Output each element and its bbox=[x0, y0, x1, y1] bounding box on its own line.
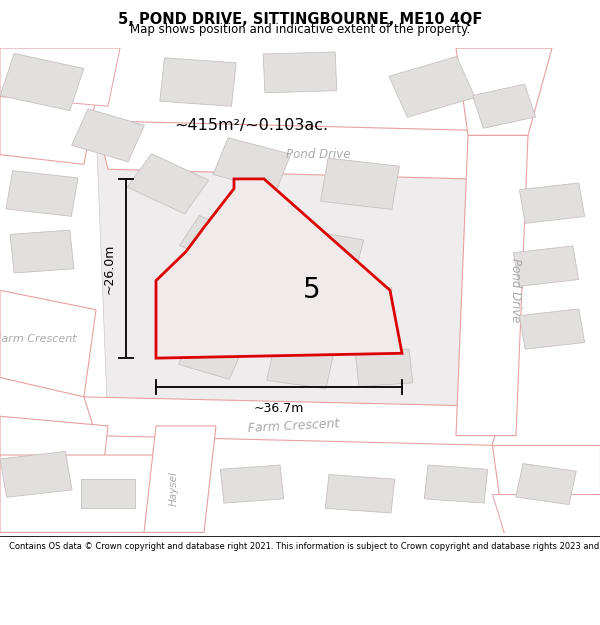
Polygon shape bbox=[71, 109, 145, 162]
Polygon shape bbox=[220, 465, 284, 503]
Polygon shape bbox=[220, 277, 284, 323]
Text: Pond Drive: Pond Drive bbox=[286, 148, 350, 161]
Text: 5, POND DRIVE, SITTINGBOURNE, ME10 4QF: 5, POND DRIVE, SITTINGBOURNE, ME10 4QF bbox=[118, 12, 482, 27]
Polygon shape bbox=[179, 216, 253, 268]
Polygon shape bbox=[84, 397, 504, 445]
Polygon shape bbox=[263, 52, 337, 92]
Polygon shape bbox=[127, 154, 209, 214]
Polygon shape bbox=[325, 474, 395, 513]
Polygon shape bbox=[328, 283, 392, 326]
Polygon shape bbox=[296, 230, 364, 273]
Polygon shape bbox=[0, 416, 108, 532]
Polygon shape bbox=[156, 179, 402, 358]
Text: ~415m²/~0.103ac.: ~415m²/~0.103ac. bbox=[174, 118, 328, 133]
Polygon shape bbox=[424, 465, 488, 503]
Polygon shape bbox=[213, 138, 291, 191]
Text: Farm Crescent: Farm Crescent bbox=[248, 417, 340, 435]
Polygon shape bbox=[81, 479, 135, 508]
Polygon shape bbox=[355, 349, 413, 387]
Polygon shape bbox=[389, 56, 475, 118]
Text: Map shows position and indicative extent of the property.: Map shows position and indicative extent… bbox=[130, 23, 470, 36]
Text: ~26.0m: ~26.0m bbox=[102, 243, 115, 294]
Polygon shape bbox=[267, 347, 333, 389]
Text: Farm Crescent: Farm Crescent bbox=[0, 334, 77, 344]
Polygon shape bbox=[456, 48, 552, 135]
Text: Haysel: Haysel bbox=[169, 471, 179, 506]
Polygon shape bbox=[520, 183, 584, 223]
Polygon shape bbox=[178, 337, 242, 379]
Polygon shape bbox=[0, 48, 120, 106]
Polygon shape bbox=[0, 290, 96, 397]
Polygon shape bbox=[96, 126, 492, 436]
Polygon shape bbox=[144, 426, 216, 532]
Polygon shape bbox=[516, 464, 576, 504]
Text: 5: 5 bbox=[303, 276, 321, 304]
Polygon shape bbox=[0, 87, 96, 164]
Polygon shape bbox=[10, 230, 74, 273]
Text: ~36.7m: ~36.7m bbox=[254, 402, 304, 415]
Text: Pond Drive: Pond Drive bbox=[509, 258, 523, 322]
Polygon shape bbox=[6, 171, 78, 216]
Polygon shape bbox=[320, 158, 400, 209]
Polygon shape bbox=[492, 445, 600, 532]
Polygon shape bbox=[492, 494, 600, 532]
Polygon shape bbox=[456, 135, 528, 436]
Text: Contains OS data © Crown copyright and database right 2021. This information is : Contains OS data © Crown copyright and d… bbox=[9, 542, 600, 551]
Polygon shape bbox=[0, 54, 84, 111]
Polygon shape bbox=[520, 309, 584, 349]
Polygon shape bbox=[514, 246, 578, 286]
Polygon shape bbox=[160, 58, 236, 106]
Polygon shape bbox=[472, 84, 536, 128]
Polygon shape bbox=[96, 121, 480, 179]
Polygon shape bbox=[0, 455, 168, 532]
Polygon shape bbox=[0, 451, 72, 498]
